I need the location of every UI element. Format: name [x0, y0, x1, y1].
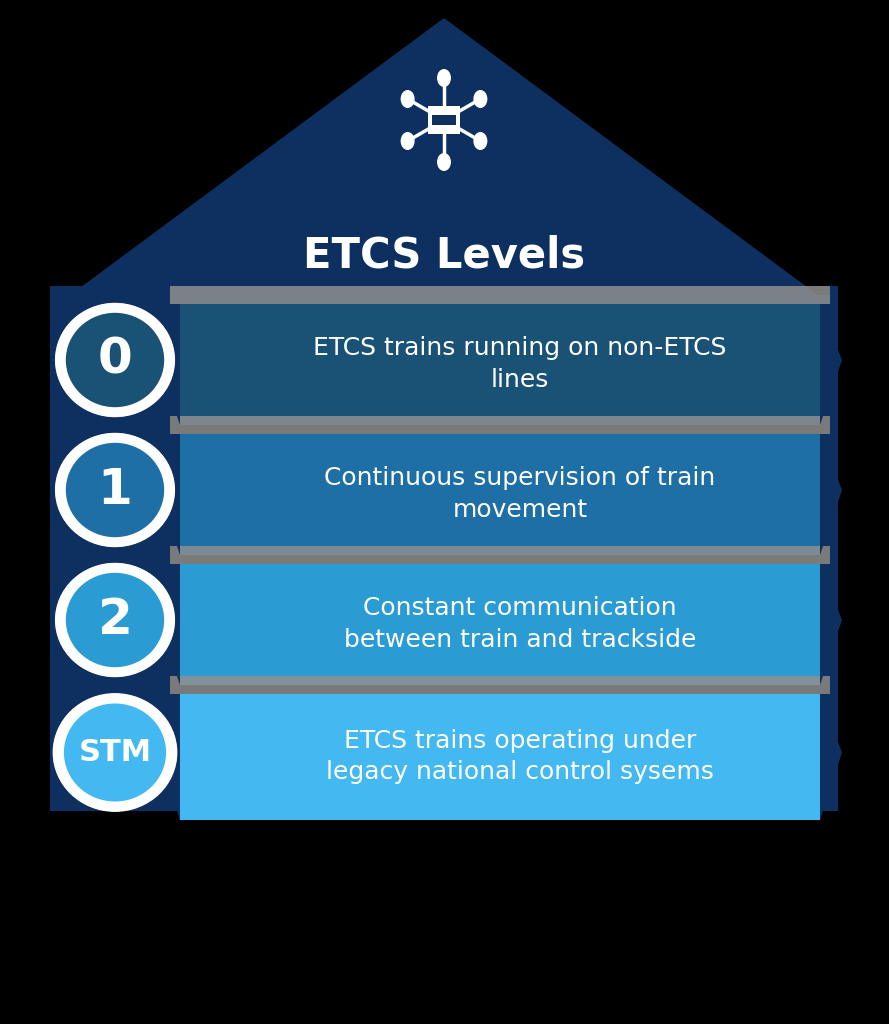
Polygon shape [820, 434, 842, 555]
Bar [50, 546, 170, 564]
Bar [820, 434, 838, 546]
Text: Continuous supervision of train
movement: Continuous supervision of train movement [324, 466, 716, 522]
Bar [50, 295, 838, 305]
Ellipse shape [66, 572, 164, 668]
Text: 0: 0 [98, 336, 132, 384]
Bar [50, 434, 180, 546]
Bar [432, 115, 456, 125]
Bar [820, 694, 838, 811]
Bar [830, 416, 838, 434]
Bar [820, 564, 838, 676]
Ellipse shape [64, 703, 166, 802]
Text: 1: 1 [98, 466, 132, 514]
Text: ETCS trains operating under
legacy national control sysems: ETCS trains operating under legacy natio… [326, 729, 714, 784]
Bar [180, 694, 820, 820]
Bar [50, 676, 170, 694]
Bar [170, 546, 830, 564]
Ellipse shape [473, 90, 487, 108]
Text: 2: 2 [98, 596, 132, 644]
Bar [180, 434, 820, 555]
Bar [428, 106, 460, 134]
Bar [50, 564, 180, 676]
Bar [50, 304, 180, 416]
Bar [830, 546, 838, 564]
Bar [170, 286, 830, 304]
Ellipse shape [55, 563, 175, 677]
Bar [830, 286, 838, 304]
Ellipse shape [401, 132, 414, 150]
Bar [830, 676, 838, 694]
Bar [180, 304, 820, 425]
Ellipse shape [473, 132, 487, 150]
Text: ETCS Levels: ETCS Levels [303, 234, 585, 276]
Polygon shape [50, 18, 838, 310]
Bar [50, 416, 170, 434]
Bar [180, 564, 820, 685]
Ellipse shape [55, 303, 175, 417]
Polygon shape [820, 694, 842, 820]
Polygon shape [820, 564, 842, 685]
Text: Constant communication
between train and trackside: Constant communication between train and… [344, 596, 696, 652]
Polygon shape [158, 304, 180, 425]
Ellipse shape [52, 693, 178, 812]
Bar [170, 416, 830, 434]
Bar [50, 286, 170, 304]
Text: ETCS trains running on non-ETCS
lines: ETCS trains running on non-ETCS lines [313, 336, 726, 392]
Polygon shape [158, 694, 180, 820]
Polygon shape [158, 434, 180, 555]
Ellipse shape [437, 153, 451, 171]
Ellipse shape [437, 69, 451, 87]
Ellipse shape [55, 433, 175, 547]
Polygon shape [820, 304, 842, 425]
Ellipse shape [401, 90, 414, 108]
Text: STM: STM [78, 738, 151, 767]
Ellipse shape [66, 312, 164, 408]
Ellipse shape [66, 442, 164, 538]
Bar [50, 694, 180, 811]
Polygon shape [158, 564, 180, 685]
Bar [820, 304, 838, 416]
Bar [170, 676, 830, 694]
